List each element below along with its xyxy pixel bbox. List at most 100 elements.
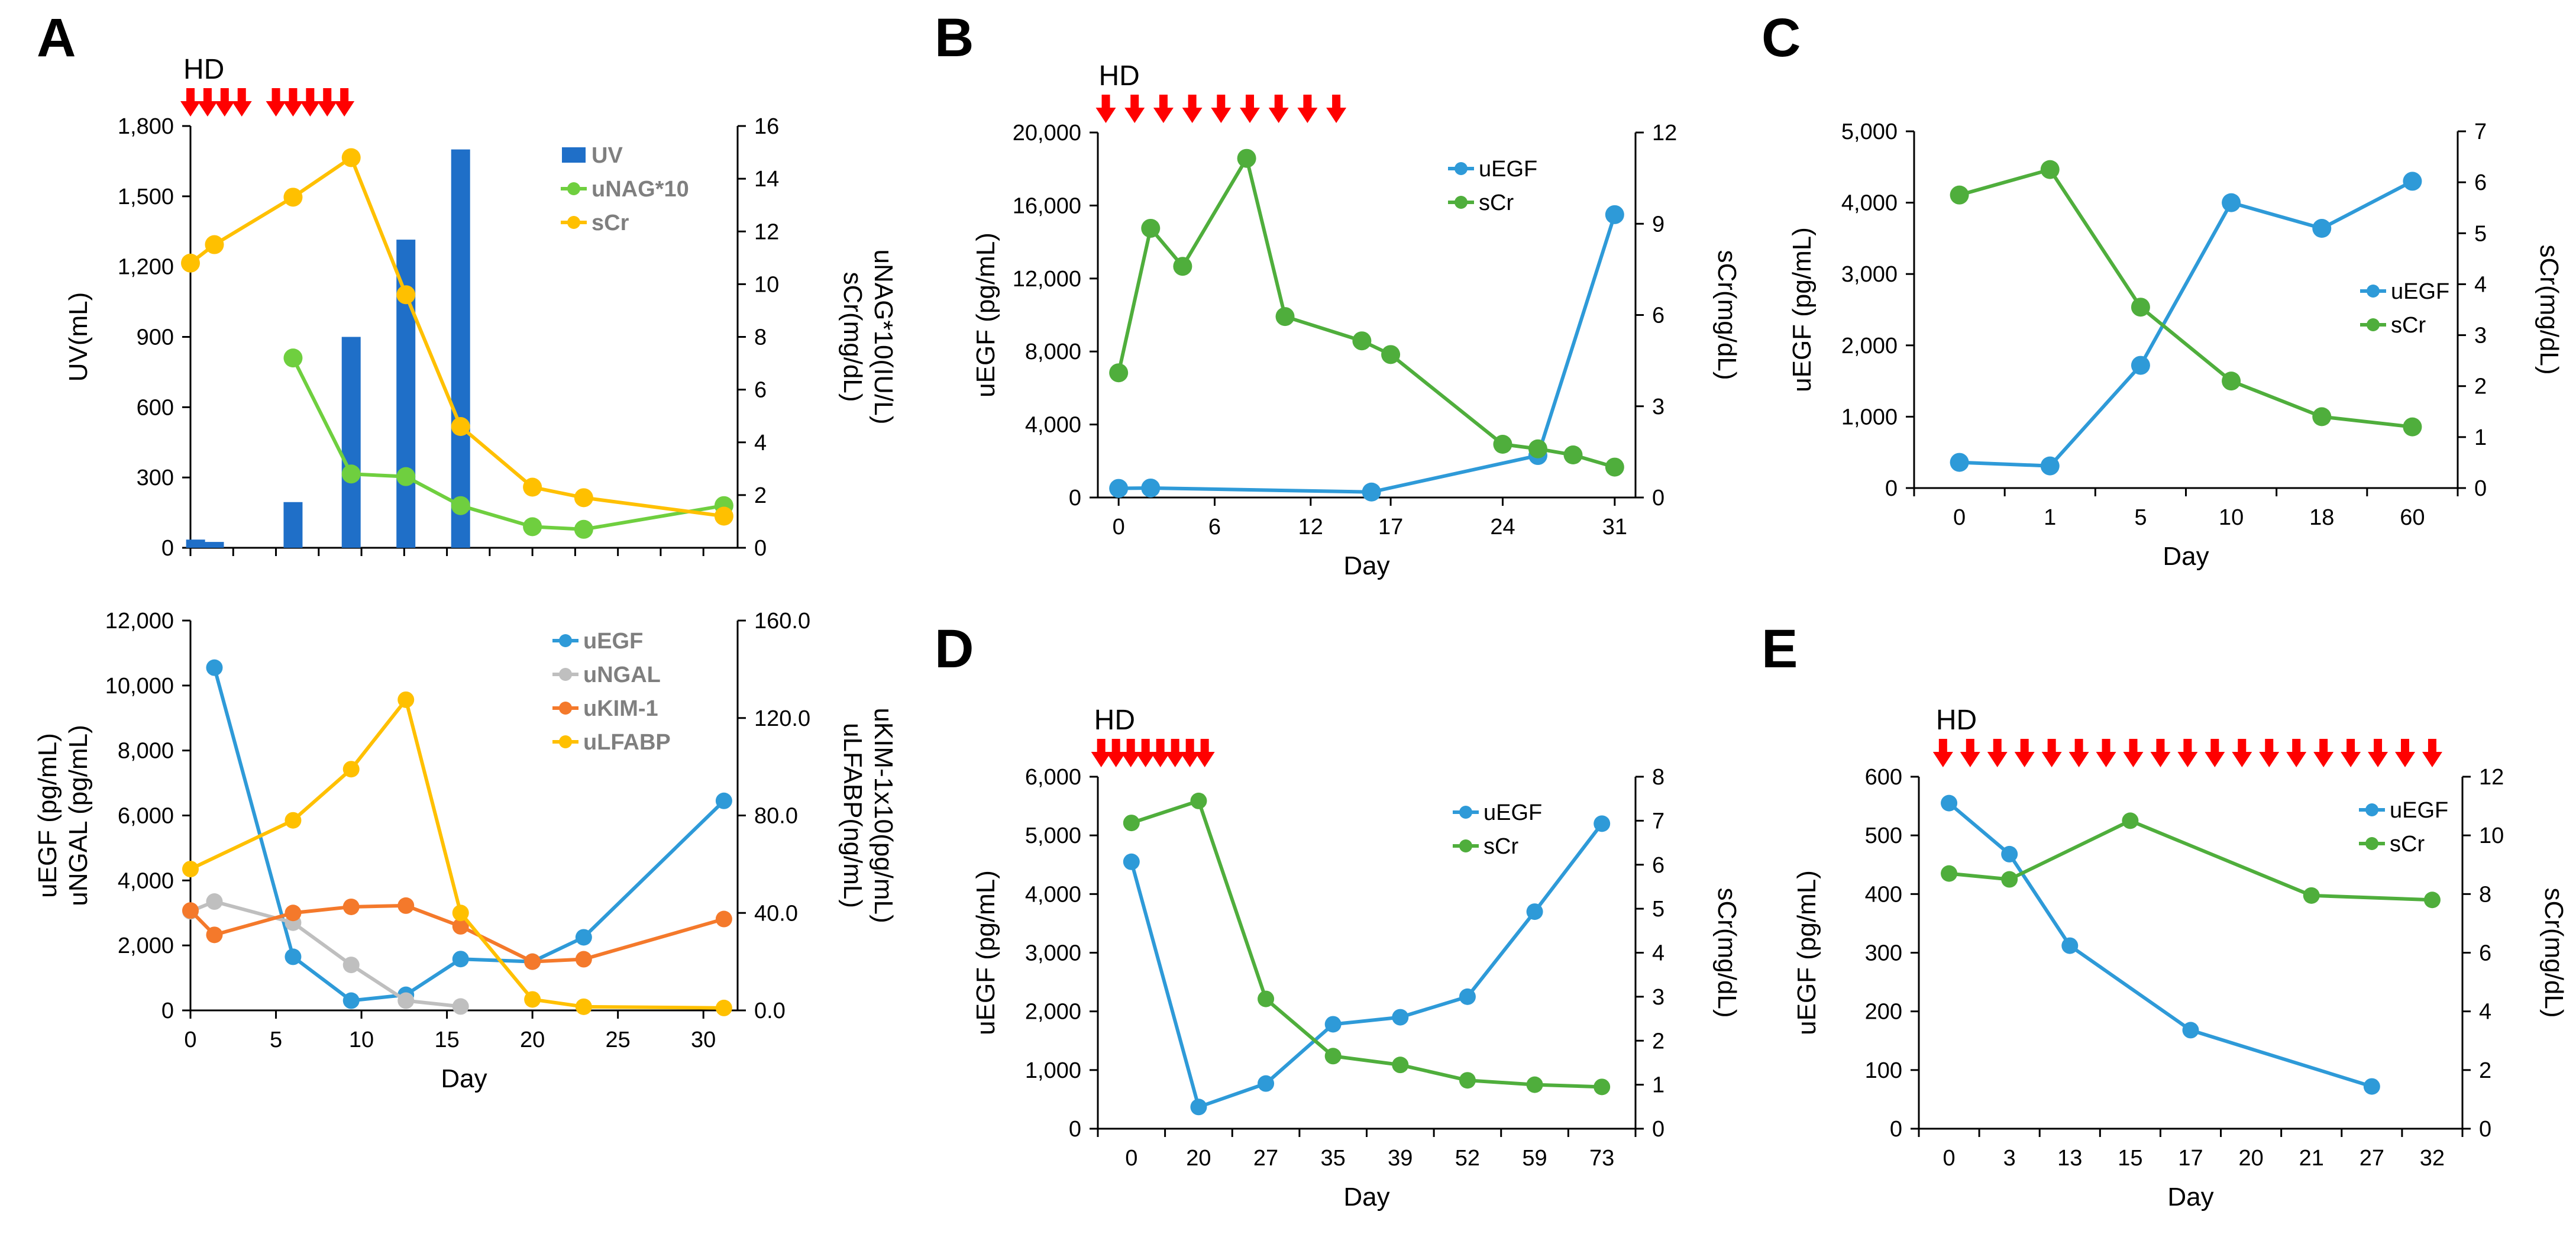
point-uEGF bbox=[1324, 1016, 1342, 1033]
hd-arrow-icon bbox=[1960, 739, 1980, 767]
series-line-uEGF bbox=[212, 667, 725, 1003]
x-axis-title: Day bbox=[1343, 551, 1389, 580]
x-tick-label: 6 bbox=[1208, 515, 1221, 540]
point-sCr bbox=[1605, 457, 1624, 477]
hd-arrow-icon bbox=[1150, 739, 1171, 767]
legend-swatch-marker bbox=[1459, 839, 1472, 852]
hd-arrow-icon bbox=[2177, 739, 2198, 767]
x-tick-label: 0 bbox=[1113, 515, 1125, 540]
y-axis-title-left: UV(mL) bbox=[64, 292, 93, 382]
point-sCr bbox=[2001, 871, 2018, 888]
point-uEGF bbox=[1123, 853, 1140, 870]
point-uEGF bbox=[342, 992, 360, 1009]
bar-uv bbox=[205, 542, 224, 548]
point-uLFABP bbox=[182, 861, 199, 878]
y-tick-label-right: 8 bbox=[2479, 882, 2491, 907]
point-uLFABP bbox=[575, 998, 592, 1015]
x-tick-label: 21 bbox=[2299, 1146, 2324, 1171]
y-tick-label-right: 5 bbox=[2474, 221, 2487, 246]
y-tick-label-right: 3 bbox=[2474, 324, 2487, 348]
point-uEGF bbox=[2222, 193, 2241, 212]
point-uEGF bbox=[1941, 794, 1958, 812]
y-axis-title-right: sCr(mg/dL) bbox=[2535, 244, 2564, 374]
hd-arrow-icon bbox=[231, 88, 252, 117]
y-tick-label-left: 4,000 bbox=[1025, 413, 1081, 438]
legend-label-uEGF: uEGF bbox=[1483, 800, 1542, 825]
y-tick-label-right: 0 bbox=[2479, 1117, 2491, 1142]
x-axis-title: Day bbox=[2163, 542, 2209, 571]
series-line-sCr bbox=[1117, 156, 1615, 469]
bar-uv bbox=[186, 540, 205, 548]
y-tick-label-right: 7 bbox=[2474, 119, 2487, 144]
x-axis-title: Day bbox=[2167, 1183, 2213, 1212]
point-uEGF bbox=[285, 948, 302, 965]
point-sCr bbox=[1528, 439, 1547, 458]
x-tick-label: 31 bbox=[1602, 515, 1627, 540]
point-uEGF bbox=[2040, 456, 2060, 476]
hd-arrow-icon bbox=[2313, 739, 2334, 767]
point-uEGF bbox=[452, 951, 469, 968]
y-axis-title-left: uNGAL (pg/mL) bbox=[64, 725, 93, 906]
legend-swatch-marker bbox=[567, 216, 580, 229]
legend-label-sCr: sCr bbox=[2390, 832, 2425, 857]
point-sCr bbox=[205, 235, 224, 254]
x-tick-label: 60 bbox=[2400, 505, 2425, 530]
y-tick-label-left: 5,000 bbox=[1841, 119, 1898, 144]
y-tick-label-right: 0 bbox=[1652, 486, 1664, 511]
y-tick-label-left: 6,000 bbox=[118, 804, 174, 829]
legend-label-uEGF: uEGF bbox=[2391, 279, 2449, 304]
chart-E: 0 100 200 300 400 500 600 0 2 4 6 8 10 12 0 3 13 15 17 20 21… bbox=[1792, 705, 2568, 1212]
legend-swatch-marker bbox=[2367, 318, 2380, 331]
point-uNAG*10 bbox=[396, 467, 416, 486]
y-tick-label-right: 6 bbox=[1652, 303, 1664, 328]
point-uNAG*10 bbox=[283, 348, 303, 368]
point-sCr bbox=[2403, 417, 2422, 437]
point-uEGF bbox=[1190, 1099, 1207, 1116]
point-uKIM-1 bbox=[575, 951, 592, 968]
hd-arrow-icon bbox=[197, 88, 218, 117]
point-uNGAL bbox=[342, 957, 360, 974]
panel-label-b: B bbox=[935, 8, 974, 68]
x-tick-label: 18 bbox=[2309, 505, 2334, 530]
y-tick-label-right: 80.0 bbox=[754, 804, 798, 829]
hd-arrow-icon bbox=[1932, 739, 1953, 767]
chart-A-bottom: 0 2,000 4,000 6,000 8,000 10,000 12,000 0.0 40.0… bbox=[33, 609, 898, 1093]
point-uKIM-1 bbox=[715, 910, 732, 928]
hd-arrow-icon bbox=[334, 88, 355, 117]
point-sCr bbox=[2131, 298, 2150, 317]
hd-arrow-icon bbox=[2259, 739, 2280, 767]
point-uKIM-1 bbox=[524, 953, 541, 970]
panel-label-d: D bbox=[935, 619, 974, 679]
series-line-uEGF bbox=[1948, 802, 2373, 1088]
legend-label-sCr: sCr bbox=[2391, 313, 2426, 338]
y-tick-label-left: 0 bbox=[161, 536, 174, 561]
hd-arrow-icon bbox=[1179, 739, 1200, 767]
y-axis-title-right: uKIM-1x10(pg/mL) bbox=[869, 708, 898, 923]
y-tick-label-right: 16 bbox=[754, 114, 779, 139]
y-tick-label-left: 3,000 bbox=[1025, 941, 1081, 966]
panel-label-a: A bbox=[37, 8, 76, 68]
chart-C: 0 1,000 2,000 3,000 4,000 5,000 0 1 2 3 4 5 6 7 0 1 5 10 1… bbox=[1788, 119, 2564, 571]
legend-label-UV: UV bbox=[592, 143, 623, 168]
series-line-uLFABP bbox=[189, 697, 724, 1010]
chart-B: 0 4,000 8,000 12,000 16,000 20,000 0 3 6 9 12 0 6 12 1… bbox=[971, 60, 1741, 580]
point-uLFABP bbox=[342, 761, 360, 778]
y-axis-title-right: sCr(mg/dL) bbox=[1712, 887, 1741, 1017]
point-sCr bbox=[2040, 160, 2060, 179]
y-tick-label-left: 0 bbox=[1885, 476, 1898, 501]
legend-label-uEGF: uEGF bbox=[583, 629, 643, 654]
point-sCr bbox=[1563, 445, 1583, 465]
y-tick-label-left: 2,000 bbox=[1841, 334, 1898, 358]
y-axis-title-right: sCr(mg/dL) bbox=[2539, 887, 2568, 1017]
x-tick-label: 10 bbox=[349, 1028, 374, 1052]
point-sCr bbox=[283, 188, 303, 207]
hd-arrow-icon bbox=[317, 88, 338, 117]
point-sCr bbox=[714, 506, 733, 526]
y-tick-label-left: 0 bbox=[1890, 1117, 1902, 1142]
y-tick-label-left: 4,000 bbox=[1841, 191, 1898, 216]
y-axis-title-left: uEGF (pg/mL) bbox=[1792, 870, 1821, 1035]
x-tick-label: 0 bbox=[184, 1028, 196, 1052]
y-tick-label-left: 900 bbox=[137, 325, 174, 350]
y-tick-label-right: 0.0 bbox=[754, 999, 786, 1023]
